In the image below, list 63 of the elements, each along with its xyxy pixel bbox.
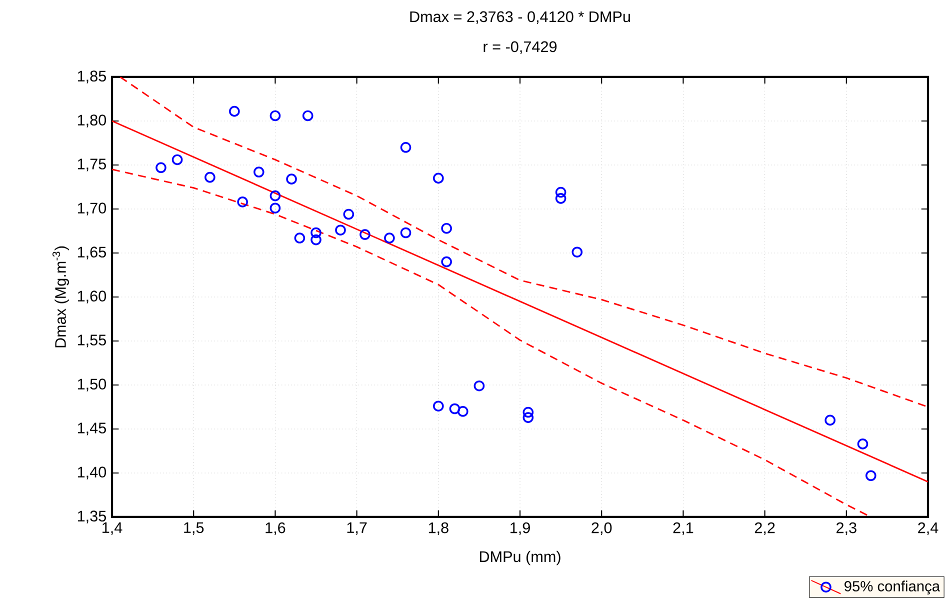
- point: [343, 208, 354, 220]
- point: [474, 380, 485, 392]
- x-tick-label: 2,3: [836, 522, 856, 536]
- point: [156, 162, 166, 174]
- point: [457, 406, 468, 417]
- point: [400, 142, 412, 153]
- point: [555, 193, 566, 204]
- point: [270, 202, 281, 214]
- y-tick-label: 1,60: [78, 290, 106, 304]
- point: [572, 246, 583, 258]
- x-tick-label: 1,8: [428, 522, 448, 536]
- x-tick-label: 2,2: [754, 522, 775, 536]
- point: [384, 232, 395, 244]
- line-series: [119, 76, 928, 408]
- y-tick-label: 1,70: [78, 202, 106, 216]
- point: [824, 414, 836, 426]
- y-tick-label: 1,75: [78, 158, 106, 172]
- y-tick-label: 1,45: [78, 422, 106, 436]
- point: [865, 470, 876, 482]
- x-tick-label: 1,4: [102, 522, 122, 535]
- x-tick-label: 2,4: [918, 522, 938, 536]
- x-tick-label: 1,7: [347, 522, 367, 535]
- point: [555, 186, 566, 198]
- point: [286, 174, 297, 184]
- x-tick-label: 1,5: [184, 522, 204, 535]
- point: [270, 190, 281, 202]
- point: [522, 406, 534, 418]
- point: [310, 234, 322, 246]
- y-tick-label: 1,50: [78, 378, 106, 392]
- point: [270, 110, 281, 122]
- x-tick-label: 2,1: [673, 522, 694, 536]
- chart-title: Dmax = 2,3763 - 0,4120 * DMPu: [410, 11, 630, 24]
- point: [335, 224, 346, 236]
- point: [310, 227, 322, 238]
- point: [253, 166, 264, 178]
- point: [441, 256, 452, 268]
- point: [237, 196, 248, 208]
- point: [449, 403, 460, 414]
- point: [229, 106, 240, 117]
- y-tick-label: 1,80: [78, 114, 106, 128]
- x-tick-label: 1,6: [266, 522, 286, 536]
- point: [433, 400, 444, 412]
- x-axis-title: DMPu (mm): [480, 550, 560, 566]
- point: [172, 154, 183, 166]
- point: [400, 227, 412, 238]
- y-tick-label: 1,40: [78, 466, 106, 480]
- x-tick-label: 2,0: [592, 522, 612, 536]
- point: [360, 229, 370, 240]
- point: [204, 172, 216, 183]
- x-tick-label: 1,9: [510, 522, 530, 536]
- point: [302, 110, 314, 122]
- y-tick-label: 1,55: [78, 334, 106, 348]
- point: [441, 222, 452, 234]
- point: [433, 172, 444, 184]
- point: [857, 438, 868, 450]
- point: [294, 232, 306, 244]
- y-tick-label: 1,65: [78, 246, 106, 260]
- legend-label: 95% confiança: [844, 580, 940, 594]
- y-tick-label: 1,35: [78, 510, 106, 524]
- y-axis-title: Dmax (Mg.m$^{-3}$): [52, 246, 69, 348]
- point: [522, 412, 534, 423]
- chart-subtitle: r = -0,7429: [484, 41, 557, 54]
- y-tick-label: 1,85: [78, 70, 106, 84]
